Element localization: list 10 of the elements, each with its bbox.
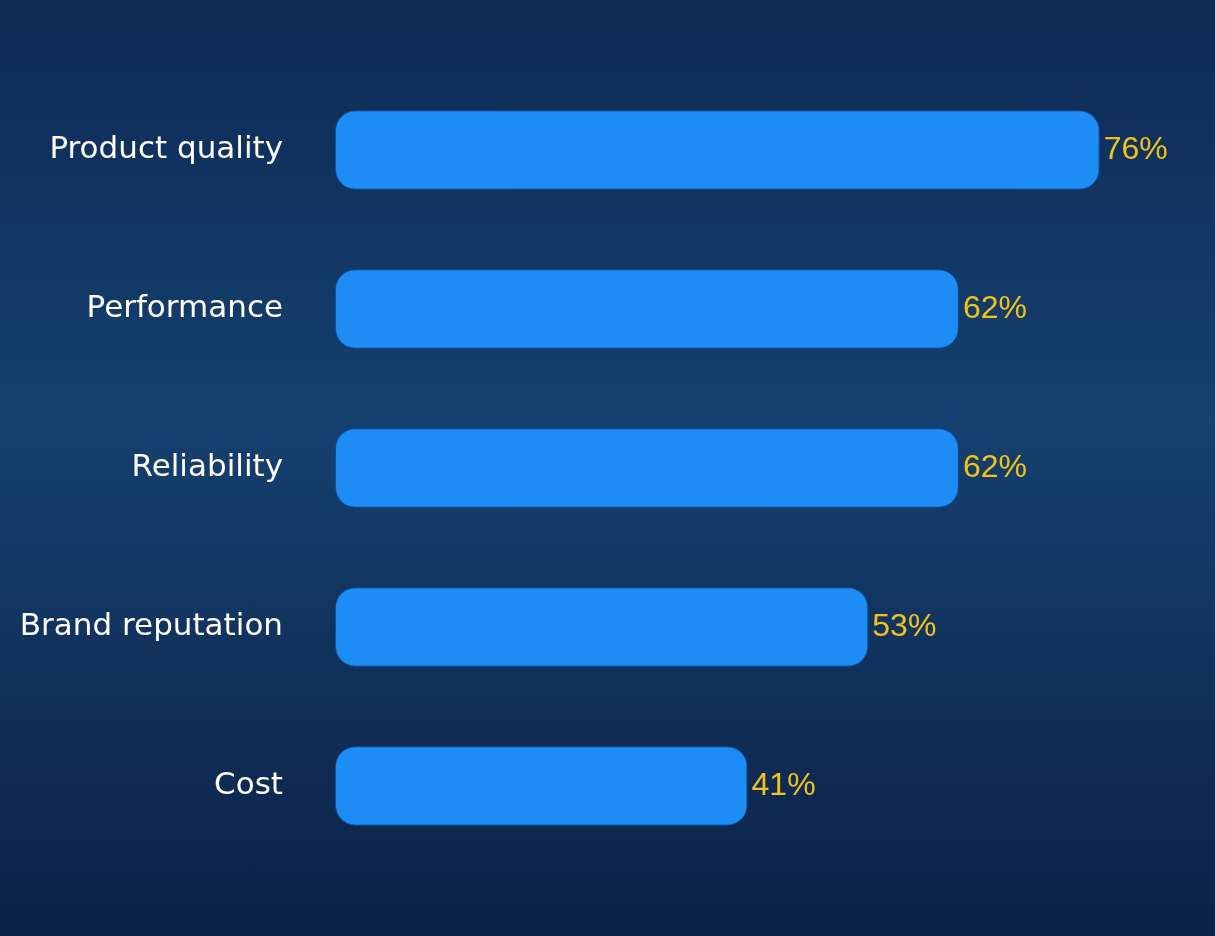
y-tick-label: Cost bbox=[214, 764, 283, 801]
y-tick-label: Performance bbox=[86, 288, 283, 325]
data-label: 41% bbox=[751, 765, 816, 802]
data-label: 62% bbox=[962, 288, 1027, 325]
data-label: 76% bbox=[1103, 129, 1168, 166]
data-label: 62% bbox=[962, 447, 1027, 484]
data-label: 53% bbox=[872, 606, 937, 643]
y-tick-label: Product quality bbox=[49, 129, 283, 166]
y-tick-label: Reliability bbox=[131, 447, 283, 484]
y-tick-label: Brand reputation bbox=[19, 606, 283, 643]
